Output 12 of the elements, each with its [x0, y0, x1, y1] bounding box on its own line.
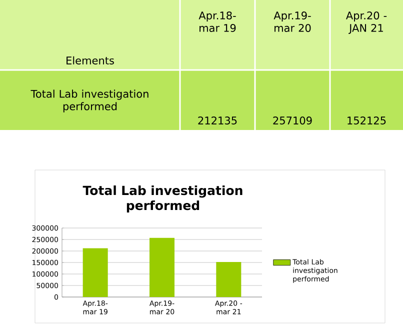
- bar: [82, 248, 108, 297]
- text: 257109: [273, 116, 312, 124]
- chart-title: Total Lab investigation performed: [82, 185, 242, 213]
- text: Elements: [66, 56, 114, 64]
- bar: [150, 238, 174, 297]
- text: Apr.18-mar 19: [198, 12, 236, 32]
- text: Apr.19-mar 20: [274, 12, 311, 32]
- text: 212135: [198, 116, 237, 124]
- text: 152125: [348, 116, 386, 124]
- text: Total Lab investigation performed: [30, 90, 148, 112]
- bar: [216, 262, 242, 297]
- text: Apr.20 - JAN 21: [346, 12, 387, 34]
